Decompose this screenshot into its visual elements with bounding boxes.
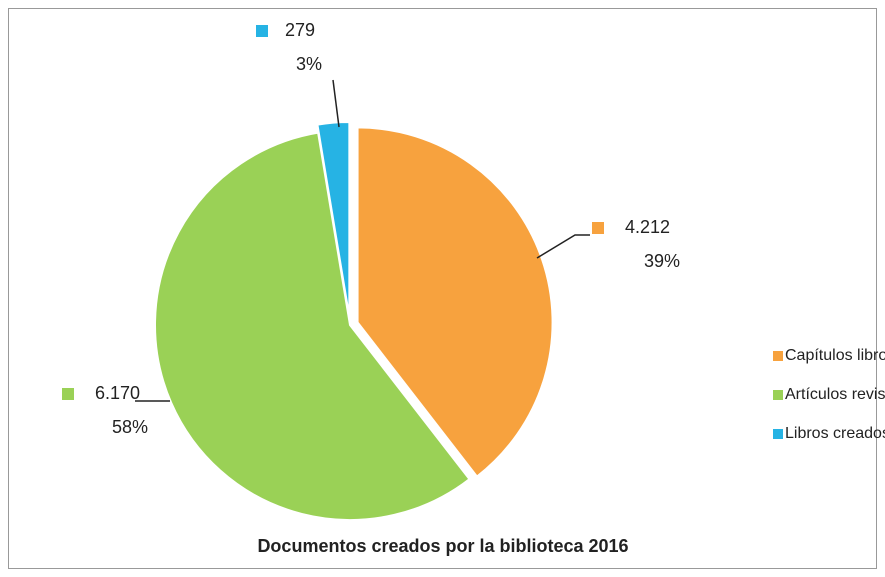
legend-swatch bbox=[773, 390, 783, 400]
percent-label: 58% bbox=[112, 417, 148, 437]
chart-title: Documentos creados por la biblioteca 201… bbox=[257, 536, 628, 556]
label-swatch bbox=[592, 222, 604, 234]
pie-slice bbox=[356, 126, 554, 478]
legend-swatch bbox=[773, 351, 783, 361]
percent-label: 3% bbox=[296, 54, 322, 74]
legend-label: Artículos revistas bbox=[785, 386, 885, 403]
label-swatch bbox=[256, 25, 268, 37]
value-label: 4.212 bbox=[625, 217, 670, 237]
leader-line bbox=[536, 234, 590, 259]
pie-slice bbox=[154, 131, 471, 521]
percent-label: 39% bbox=[644, 251, 680, 271]
legend-label: Capítulos libros bbox=[785, 347, 885, 364]
leader-line bbox=[332, 79, 340, 128]
legend-label: Libros creados bbox=[785, 425, 885, 442]
value-label: 6.170 bbox=[95, 383, 140, 403]
label-swatch bbox=[62, 388, 74, 400]
value-label: 279 bbox=[285, 20, 315, 40]
legend-swatch bbox=[773, 429, 783, 439]
pie-slice bbox=[316, 121, 351, 318]
